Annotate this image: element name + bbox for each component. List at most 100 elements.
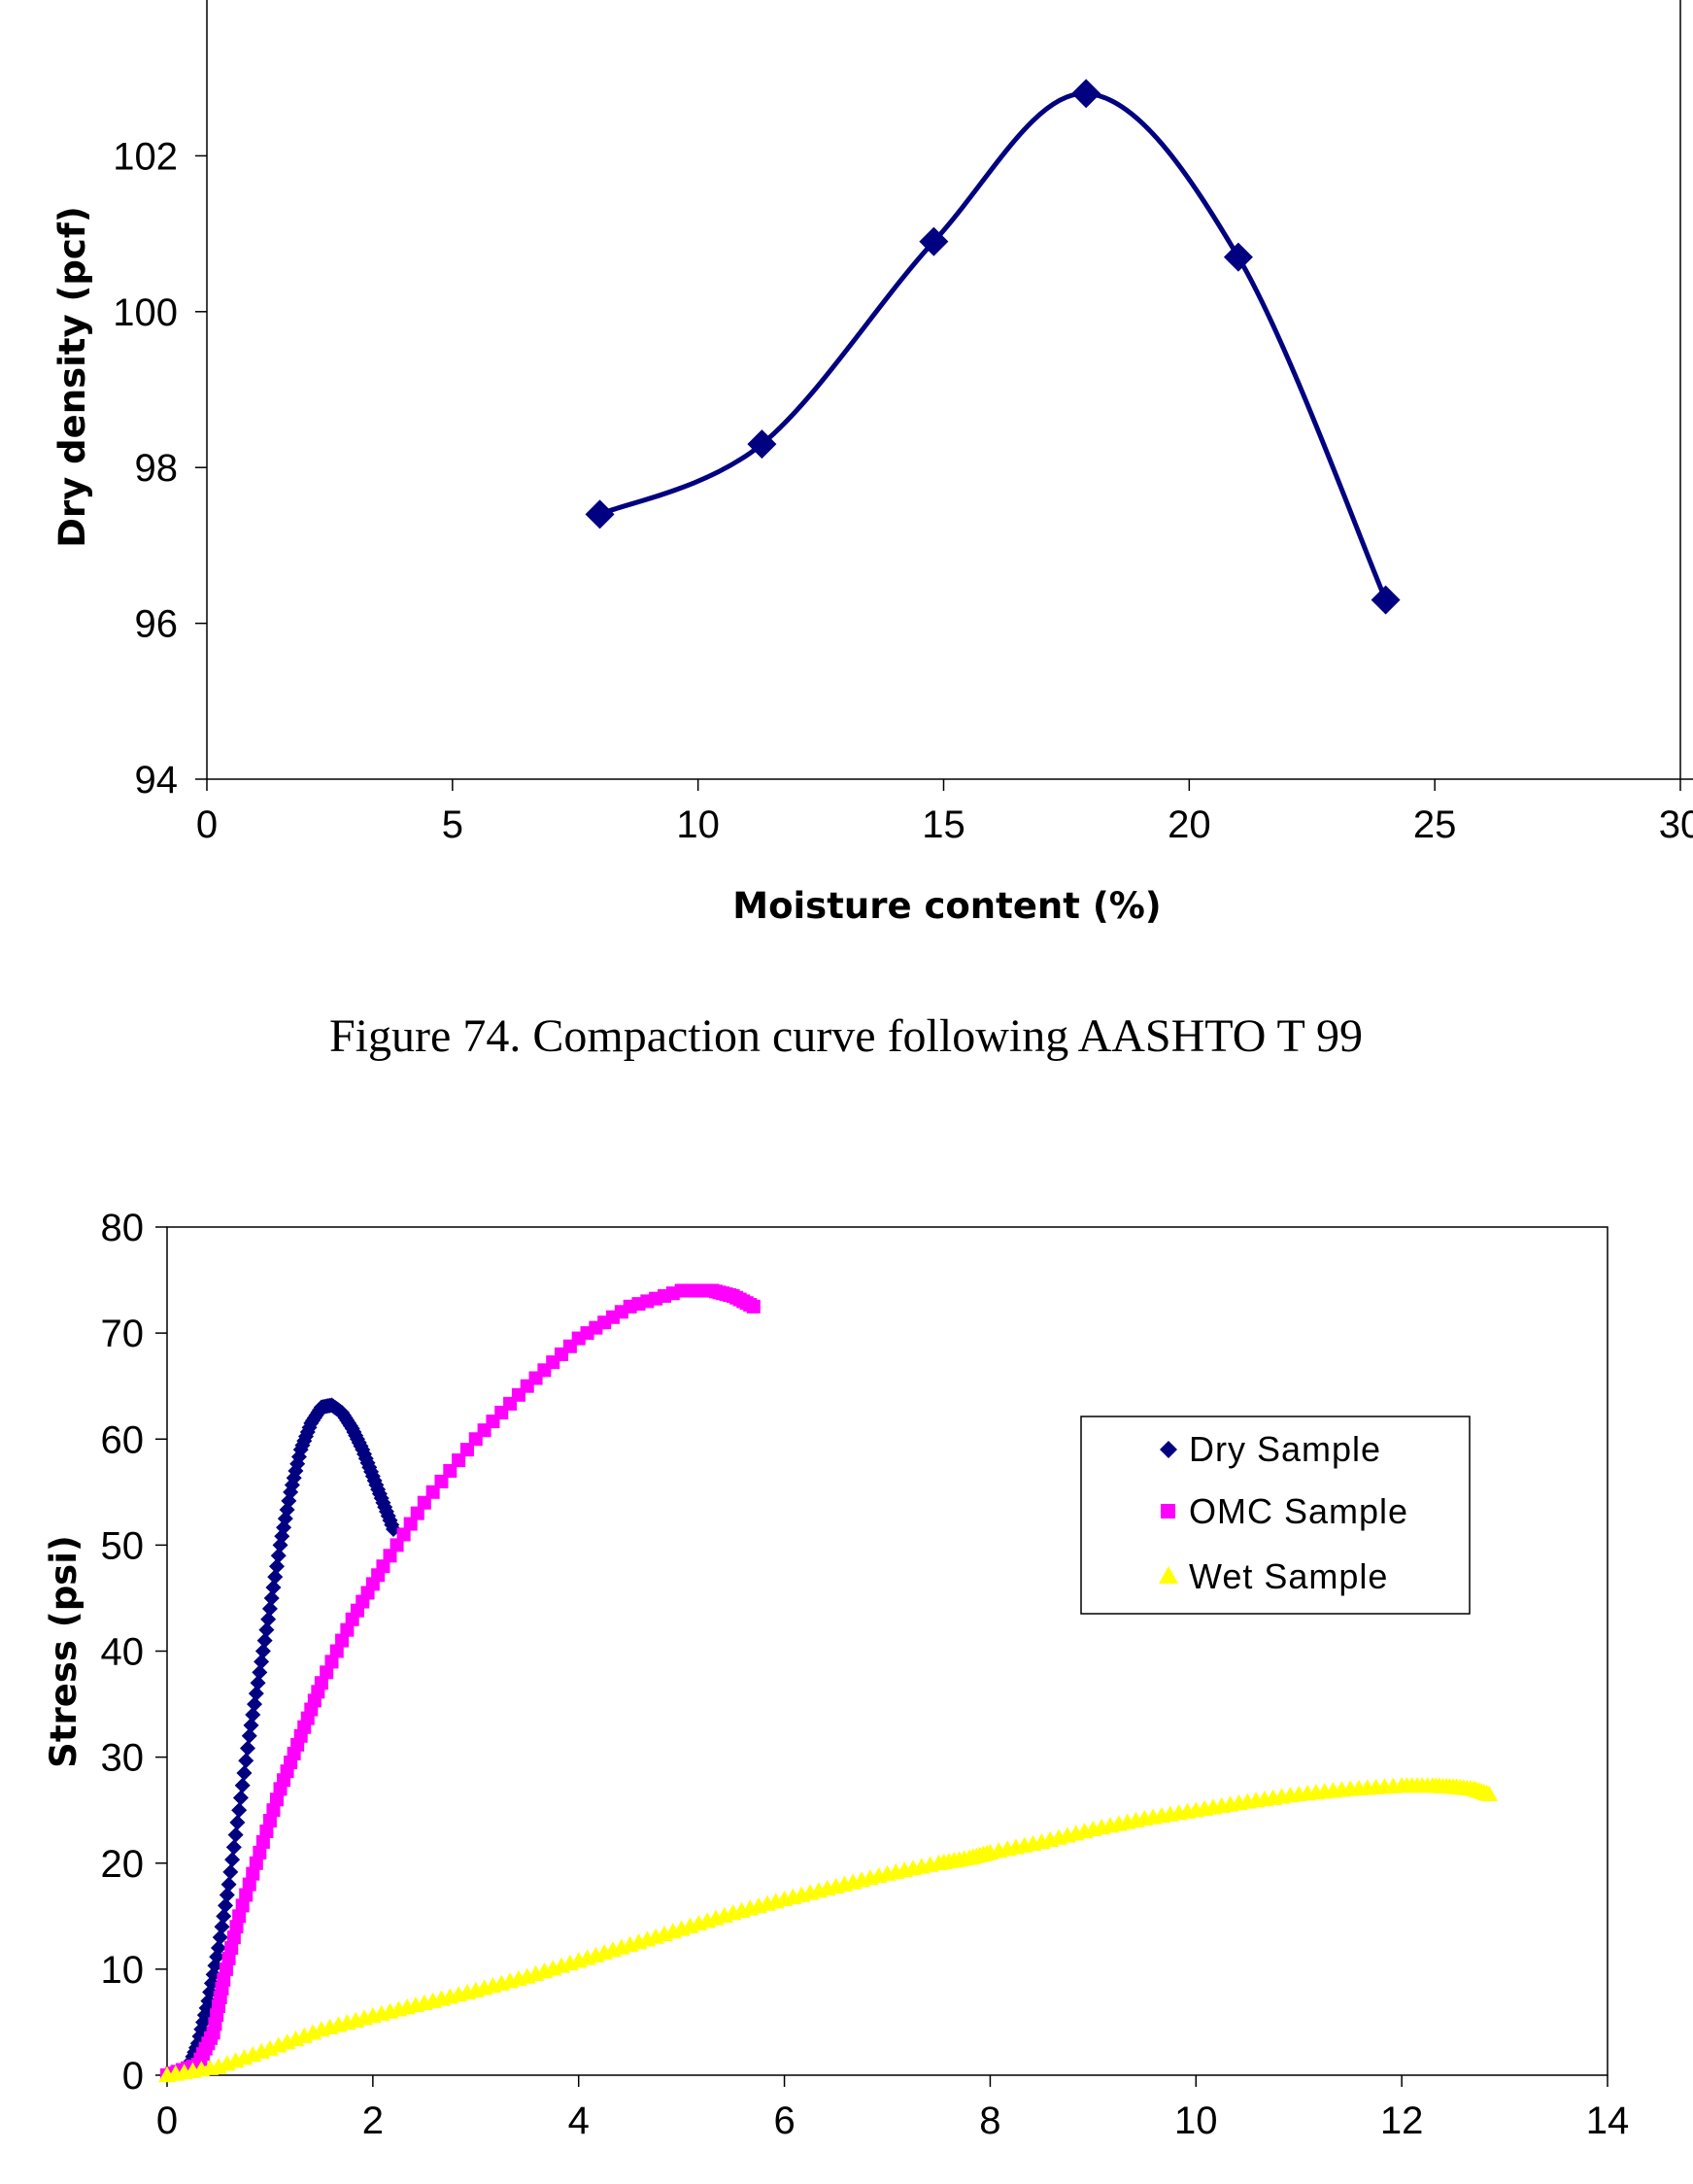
data-point-diamond <box>243 1717 259 1733</box>
data-point-diamond <box>270 1548 287 1564</box>
data-point-square <box>410 1506 424 1520</box>
data-point-diamond <box>216 1908 232 1925</box>
data-point-square <box>320 1665 334 1680</box>
y-tick-label: 0 <box>122 2055 144 2098</box>
data-point-diamond <box>227 1826 244 1843</box>
series-dry-sample <box>159 1397 402 2083</box>
data-point-square <box>219 1962 233 1976</box>
legend-entry-wet: Wet Sample <box>1159 1556 1388 1596</box>
data-point-square <box>259 1825 274 1839</box>
compaction-x-axis-title: Moisture content (%) <box>732 885 1161 927</box>
x-tick-label: 2 <box>362 2099 384 2142</box>
data-point-square <box>329 1644 344 1658</box>
data-point-diamond <box>234 1777 251 1793</box>
x-tick-label: 0 <box>196 803 218 846</box>
compaction-chart: 0 5 10 15 20 25 30 94 96 98 100 102 Moisture conte… <box>51 0 1693 927</box>
stress-chart: 0 2 4 6 8 10 12 14 0 10 20 30 40 50 60 70 80 Stress (ps… <box>43 1207 1629 2142</box>
compaction-series <box>585 79 1401 615</box>
y-tick-label: 100 <box>113 291 178 334</box>
data-point-square <box>403 1517 418 1531</box>
y-tick-label: 20 <box>101 1843 145 1886</box>
data-point-diamond <box>245 1706 261 1723</box>
x-tick-label: 6 <box>773 2099 795 2142</box>
data-point-square <box>389 1538 404 1553</box>
legend-box <box>1080 1416 1471 1615</box>
data-point-diamond <box>225 1839 242 1856</box>
data-point-square <box>253 1845 267 1860</box>
plot-border <box>166 1226 1608 2076</box>
data-point-diamond <box>250 1675 266 1691</box>
y-tick-label: 30 <box>101 1737 145 1780</box>
data-point-square <box>266 1803 281 1818</box>
data-point-square <box>459 1443 474 1457</box>
data-point-diamond <box>229 1814 246 1830</box>
x-tick-label: 30 <box>1659 803 1693 846</box>
data-point-square <box>269 1792 284 1807</box>
data-point-square <box>224 1941 239 1956</box>
data-point-diamond <box>231 1802 248 1819</box>
data-point-diamond <box>214 1919 230 1935</box>
data-point-diamond <box>212 1929 228 1946</box>
data-point-square <box>249 1856 263 1870</box>
x-tick-label: 15 <box>922 803 965 846</box>
data-point-diamond <box>238 1753 254 1769</box>
x-tick-label: 14 <box>1586 2099 1630 2142</box>
legend-marker-triangle <box>1159 1566 1178 1584</box>
y-tick-label: 70 <box>101 1313 145 1355</box>
data-point-square <box>746 1299 761 1314</box>
data-point-diamond <box>252 1664 268 1681</box>
compaction-plot-area <box>206 0 1693 780</box>
data-point-square <box>340 1622 355 1637</box>
data-point-square <box>262 1814 277 1828</box>
figure-caption: Figure 74. Compaction curve following AA… <box>329 1010 1363 1062</box>
data-point-square <box>221 1951 236 1965</box>
legend-marker-diamond <box>1160 1441 1177 1458</box>
data-point-square <box>443 1463 457 1478</box>
data-point-diamond <box>218 1897 234 1914</box>
data-point-diamond <box>747 429 777 460</box>
data-point-square <box>417 1495 431 1510</box>
y-tick-label: 98 <box>135 447 179 490</box>
series-wet-sample <box>158 1777 1499 2083</box>
compaction-x-axis: 0 5 10 15 20 25 30 <box>196 779 1693 846</box>
y-tick-label: 40 <box>101 1631 145 1674</box>
data-point-square <box>452 1453 466 1468</box>
data-point-square <box>242 1877 256 1892</box>
x-tick-label: 4 <box>568 2099 590 2142</box>
x-tick-label: 8 <box>979 2099 1000 2142</box>
data-point-diamond <box>247 1696 263 1713</box>
x-tick-label: 10 <box>1174 2099 1218 2142</box>
compaction-curve-line <box>598 90 1388 601</box>
legend-label: Dry Sample <box>1189 1429 1381 1469</box>
stress-y-axis: 0 10 20 30 40 50 60 70 80 <box>101 1207 167 2098</box>
data-point-diamond <box>1223 242 1253 272</box>
data-point-triangle <box>1480 1785 1499 1802</box>
data-point-diamond <box>254 1654 270 1670</box>
data-point-diamond <box>232 1790 249 1806</box>
x-tick-label: 25 <box>1413 803 1457 846</box>
data-point-diamond <box>239 1740 255 1757</box>
data-point-square <box>376 1559 390 1574</box>
data-point-diamond <box>248 1686 264 1702</box>
data-point-diamond <box>222 1863 239 1880</box>
legend-marker-square <box>1161 1504 1175 1519</box>
data-point-diamond <box>267 1569 284 1586</box>
x-tick-label: 0 <box>156 2099 178 2142</box>
data-point-diamond <box>585 499 615 529</box>
data-point-square <box>232 1909 247 1924</box>
data-point-square <box>383 1549 397 1563</box>
legend-label: Wet Sample <box>1189 1556 1388 1596</box>
data-point-diamond <box>261 1600 278 1617</box>
data-point-diamond <box>1071 79 1101 109</box>
x-tick-label: 10 <box>676 803 720 846</box>
data-point-square <box>217 1972 231 1987</box>
data-point-square <box>235 1898 250 1913</box>
data-point-diamond <box>220 1876 237 1893</box>
legend-entry-omc: OMC Sample <box>1161 1491 1407 1531</box>
data-point-diamond <box>260 1611 277 1627</box>
data-point-diamond <box>919 226 949 256</box>
data-point-square <box>335 1633 350 1648</box>
stress-legend: Dry Sample OMC Sample Wet Sample <box>1080 1416 1471 1615</box>
data-point-square <box>226 1930 241 1945</box>
